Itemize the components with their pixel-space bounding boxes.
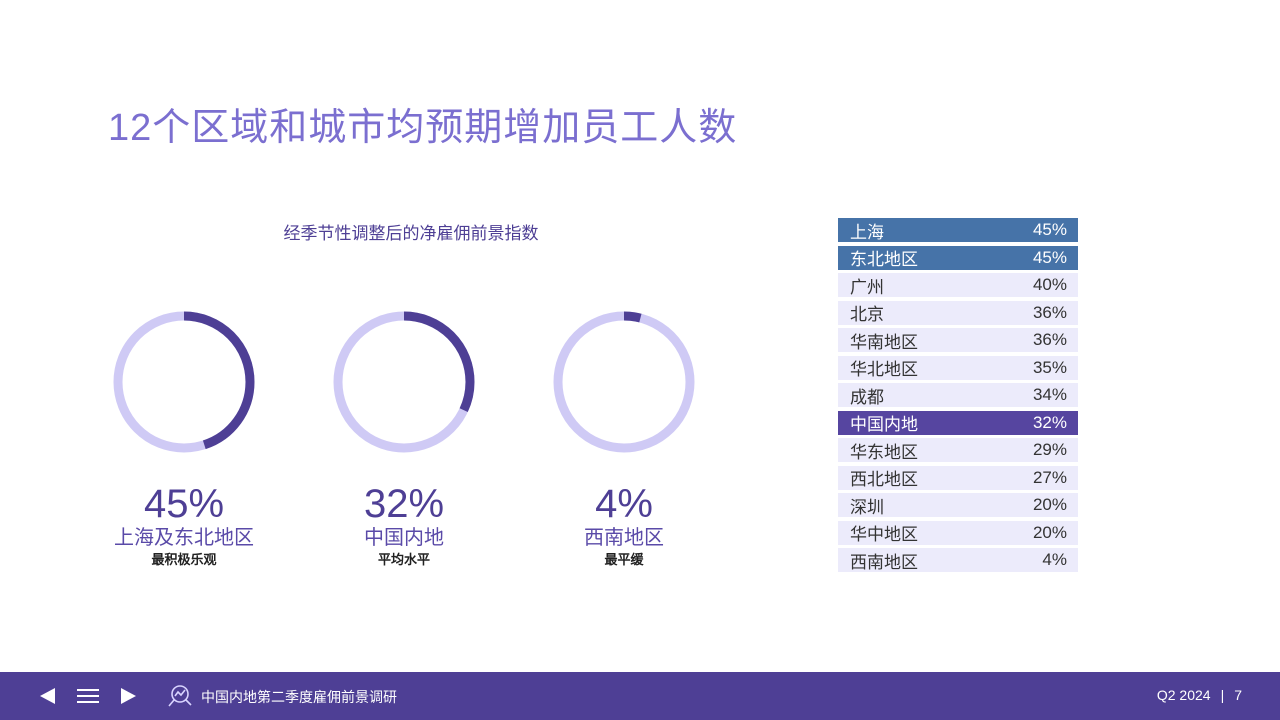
region-value: 20%	[1032, 495, 1067, 514]
region-name: 华中地区	[850, 525, 918, 544]
table-row: 西北地区 27%	[838, 465, 1078, 490]
region-value: 29%	[1032, 440, 1067, 459]
table-row: 华南地区 36%	[838, 328, 1078, 352]
table-row: 华东地区 29%	[838, 438, 1078, 462]
region-name: 西南地区	[850, 552, 918, 572]
donut-label: 上海及东北地区	[114, 527, 254, 549]
donut-value: 4%	[595, 482, 653, 526]
region-value: 45%	[1032, 247, 1067, 267]
donut-shanghai-northeast: 45% 上海及东北地区 最积极乐观	[84, 310, 284, 570]
report-title: 中国内地第二季度雇佣前景调研	[201, 689, 397, 705]
donut-value: 45%	[143, 482, 225, 526]
donut-chart	[333, 311, 475, 453]
table-row: 广州 40%	[838, 273, 1078, 297]
table-row: 华北地区 35%	[838, 355, 1078, 380]
region-name: 中国内地	[850, 415, 918, 434]
next-arrow-icon[interactable]	[118, 686, 138, 711]
region-value: 34%	[1032, 385, 1067, 404]
region-value: 36%	[1032, 330, 1067, 349]
page-indicator: Q2 2024 | 7	[1157, 687, 1242, 703]
donut-track	[553, 311, 695, 453]
region-value: 32%	[1032, 412, 1067, 432]
table-row: 中国内地 32%	[838, 410, 1078, 435]
donut-value: 32%	[363, 482, 445, 526]
separator: |	[1220, 687, 1225, 703]
table-row: 西南地区 4%	[838, 548, 1078, 572]
table-row: 东北地区 45%	[838, 245, 1078, 270]
donut-fill	[333, 311, 475, 453]
region-name: 深圳	[850, 497, 884, 517]
region-name: 华东地区	[850, 442, 918, 462]
donut-southwest: 4% 西南地区 最平缓	[524, 310, 724, 570]
donut-fill	[113, 311, 255, 453]
region-value: 45%	[1032, 220, 1067, 239]
region-name: 广州	[850, 277, 884, 297]
region-name: 华南地区	[850, 332, 918, 352]
region-value: 4%	[1042, 550, 1067, 569]
donut-chart	[553, 311, 695, 453]
table-row: 深圳 20%	[838, 493, 1078, 517]
region-name: 西北地区	[850, 470, 918, 489]
donut-note: 最积极乐观	[151, 552, 217, 567]
search-chart-logo-icon	[166, 682, 194, 715]
table-row: 北京 36%	[838, 300, 1078, 325]
donut-note: 平均水平	[377, 552, 430, 567]
donut-label: 中国内地	[364, 527, 444, 549]
region-ranking-table: 上海 45% 东北地区 45% 广州 40% 北京 36% 华南地区 36% 华北地区 35…	[838, 218, 1078, 576]
donut-label: 西南地区	[584, 527, 664, 549]
region-name: 上海	[850, 222, 884, 242]
donut-chart	[113, 311, 255, 453]
quarter-label: Q2 2024	[1156, 687, 1211, 703]
table-row: 上海 45%	[838, 218, 1078, 242]
region-name: 成都	[850, 387, 884, 407]
prev-arrow-icon[interactable]	[38, 686, 58, 711]
menu-icon[interactable]	[76, 686, 100, 711]
region-name: 华北地区	[850, 360, 918, 379]
table-row: 成都 34%	[838, 383, 1078, 407]
table-row: 华中地区 20%	[838, 520, 1078, 545]
region-value: 40%	[1032, 275, 1067, 294]
footer-bar: 中国内地第二季度雇佣前景调研 Q2 2024 | 7	[0, 672, 1280, 720]
donut-fill	[553, 311, 695, 453]
donut-mainland-china: 32% 中国内地 平均水平	[304, 310, 504, 570]
donut-note: 最平缓	[604, 552, 644, 567]
region-value: 27%	[1032, 467, 1067, 487]
region-value: 20%	[1032, 522, 1067, 542]
region-value: 35%	[1032, 357, 1067, 377]
page-number: 7	[1234, 687, 1242, 703]
chart-subtitle: 经季节性调整后的净雇佣前景指数	[283, 224, 539, 243]
region-name: 东北地区	[850, 250, 918, 269]
page-title: 12个区域和城市均预期增加员工人数	[108, 107, 738, 149]
region-value: 36%	[1032, 302, 1067, 322]
region-name: 北京	[850, 305, 884, 324]
